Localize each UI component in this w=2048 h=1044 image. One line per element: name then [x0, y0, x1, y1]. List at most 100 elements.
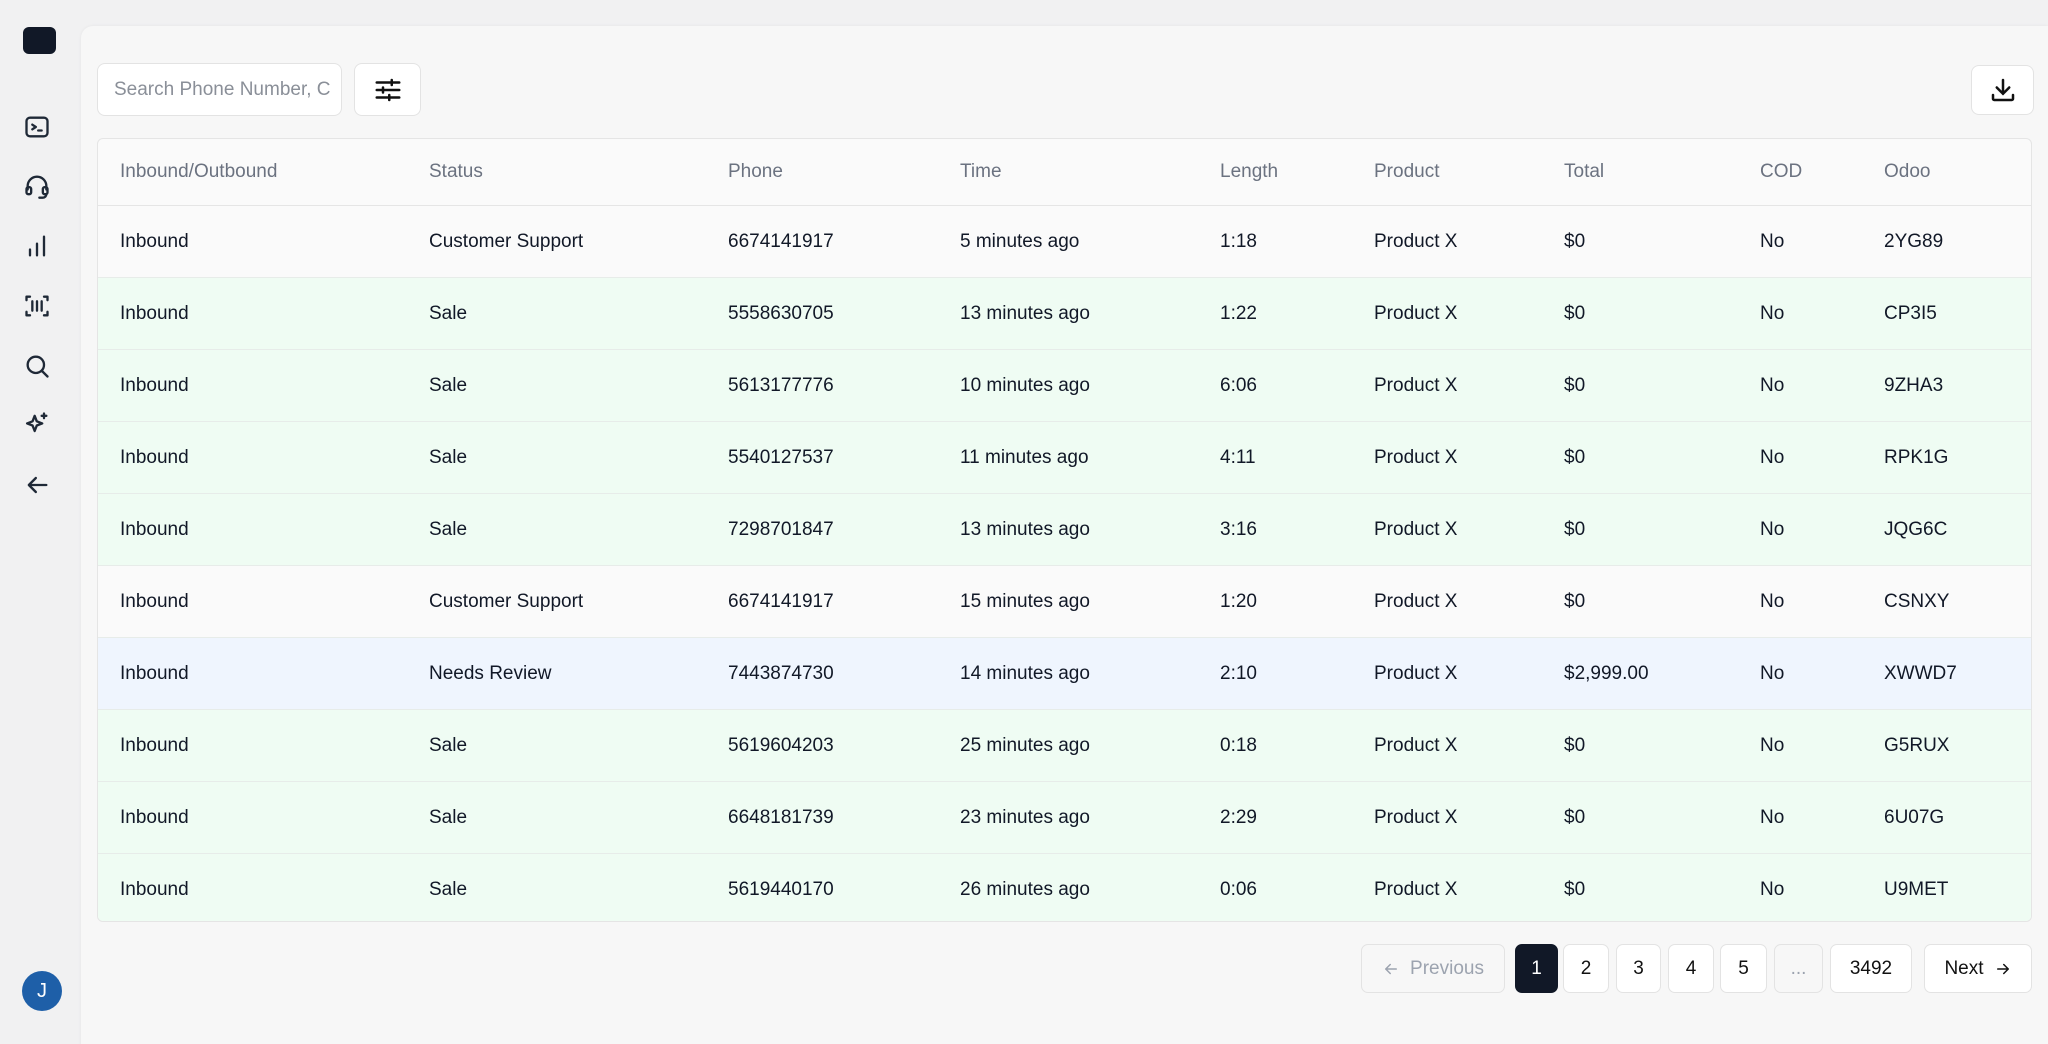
- table-cell: Sale: [429, 349, 728, 422]
- sidebar: J: [0, 0, 81, 1044]
- table-cell: 0:18: [1220, 709, 1374, 782]
- table-cell: 5619440170: [728, 853, 960, 921]
- table-cell: 1:22: [1220, 277, 1374, 350]
- table-cell: $0: [1564, 853, 1760, 921]
- table-cell: 1:18: [1220, 205, 1374, 278]
- table-cell: Product X: [1374, 277, 1564, 350]
- calls-table: Inbound/Outbound Status Phone Time Length Pro…: [98, 139, 2031, 921]
- table-cell: $0: [1564, 781, 1760, 854]
- console-icon[interactable]: [23, 113, 51, 141]
- search-input[interactable]: Search Phone Number, C: [97, 63, 342, 116]
- table-row[interactable]: Inbound Sale 5540127537 11 minutes ago 4:11 P…: [98, 421, 2031, 494]
- table-cell: Inbound: [98, 205, 429, 278]
- back-icon[interactable]: [23, 471, 51, 499]
- table-cell: Sale: [429, 853, 728, 921]
- table-cell: No: [1760, 781, 1884, 854]
- table-cell: Product X: [1374, 493, 1564, 566]
- table-cell: Sale: [429, 781, 728, 854]
- table-cell: 3:16: [1220, 493, 1374, 566]
- table-cell: U9MET: [1884, 853, 2031, 921]
- table-cell: Inbound: [98, 709, 429, 782]
- table-row[interactable]: Inbound Sale 6648181739 23 minutes ago 2:29 P…: [98, 781, 2031, 854]
- table-cell: Product X: [1374, 205, 1564, 278]
- table-cell: Sale: [429, 277, 728, 350]
- page-button[interactable]: ...: [1774, 944, 1823, 993]
- table-cell: Customer Support: [429, 205, 728, 278]
- table-cell: No: [1760, 709, 1884, 782]
- next-label: Next: [1944, 957, 1984, 979]
- table-cell: Product X: [1374, 781, 1564, 854]
- page-button[interactable]: 3: [1616, 944, 1661, 993]
- column-header: Length: [1220, 139, 1374, 206]
- support-icon[interactable]: [23, 172, 51, 200]
- page-button[interactable]: 5: [1720, 944, 1767, 993]
- table-cell: Inbound: [98, 781, 429, 854]
- table-cell: Product X: [1374, 349, 1564, 422]
- table-header: Inbound/Outbound Status Phone Time Length Pro…: [98, 139, 2031, 206]
- table-cell: Customer Support: [429, 565, 728, 638]
- table-cell: 4:11: [1220, 421, 1374, 494]
- column-header: Time: [960, 139, 1220, 206]
- table-cell: 6674141917: [728, 205, 960, 278]
- table-cell: Inbound: [98, 637, 429, 710]
- table-cell: Product X: [1374, 853, 1564, 921]
- table-row[interactable]: Inbound Customer Support 6674141917 15 minu…: [98, 565, 2031, 638]
- table-cell: $0: [1564, 421, 1760, 494]
- table-cell: No: [1760, 205, 1884, 278]
- table-cell: 5558630705: [728, 277, 960, 350]
- page-button[interactable]: 3492: [1830, 944, 1912, 993]
- table-cell: 6648181739: [728, 781, 960, 854]
- table-cell: 25 minutes ago: [960, 709, 1220, 782]
- table-row[interactable]: Inbound Needs Review 7443874730 14 minutes …: [98, 637, 2031, 710]
- scan-icon[interactable]: [23, 292, 51, 320]
- table-cell: Needs Review: [429, 637, 728, 710]
- table-cell: Product X: [1374, 637, 1564, 710]
- table-cell: 23 minutes ago: [960, 781, 1220, 854]
- table-row[interactable]: Inbound Sale 7298701847 13 minutes ago 3:16 P…: [98, 493, 2031, 566]
- table-cell: 5 minutes ago: [960, 205, 1220, 278]
- table-container: Inbound/Outbound Status Phone Time Length Pro…: [97, 138, 2032, 922]
- next-button[interactable]: Next: [1924, 944, 2032, 993]
- table-cell: Inbound: [98, 277, 429, 350]
- logo[interactable]: [23, 27, 56, 54]
- analytics-icon[interactable]: [23, 232, 51, 260]
- page-button[interactable]: 4: [1668, 944, 1714, 993]
- table-cell: G5RUX: [1884, 709, 2031, 782]
- table-cell: 13 minutes ago: [960, 493, 1220, 566]
- table-cell: No: [1760, 421, 1884, 494]
- search-icon[interactable]: [23, 352, 51, 380]
- column-header: Odoo: [1884, 139, 2031, 206]
- table-cell: Product X: [1374, 421, 1564, 494]
- table-cell: No: [1760, 637, 1884, 710]
- page-button[interactable]: 1: [1515, 944, 1558, 993]
- table-cell: 11 minutes ago: [960, 421, 1220, 494]
- table-cell: 5613177776: [728, 349, 960, 422]
- download-button[interactable]: [1971, 65, 2034, 115]
- table-cell: 14 minutes ago: [960, 637, 1220, 710]
- table-cell: RPK1G: [1884, 421, 2031, 494]
- table-cell: $2,999.00: [1564, 637, 1760, 710]
- table-cell: Inbound: [98, 421, 429, 494]
- avatar[interactable]: J: [22, 971, 62, 1011]
- table-cell: 26 minutes ago: [960, 853, 1220, 921]
- ai-icon[interactable]: [23, 410, 51, 438]
- table-row[interactable]: Inbound Customer Support 6674141917 5 minut…: [98, 205, 2031, 278]
- table-row[interactable]: Inbound Sale 5619604203 25 minutes ago 0:18 P…: [98, 709, 2031, 782]
- table-row[interactable]: Inbound Sale 5619440170 26 minutes ago 0:06 P…: [98, 853, 2031, 921]
- filter-button[interactable]: [354, 63, 421, 116]
- table-cell: Inbound: [98, 493, 429, 566]
- table-cell: Inbound: [98, 565, 429, 638]
- table-row[interactable]: Inbound Sale 5613177776 10 minutes ago 6:06 P…: [98, 349, 2031, 422]
- previous-button[interactable]: Previous: [1361, 944, 1505, 993]
- table-cell: No: [1760, 565, 1884, 638]
- table-cell: $0: [1564, 277, 1760, 350]
- column-header: Status: [429, 139, 728, 206]
- table-row[interactable]: Inbound Sale 5558630705 13 minutes ago 1:22 P…: [98, 277, 2031, 350]
- table-cell: 13 minutes ago: [960, 277, 1220, 350]
- table-cell: Sale: [429, 493, 728, 566]
- table-cell: No: [1760, 349, 1884, 422]
- table-cell: CP3I5: [1884, 277, 2031, 350]
- page-button[interactable]: 2: [1563, 944, 1609, 993]
- table-cell: $0: [1564, 493, 1760, 566]
